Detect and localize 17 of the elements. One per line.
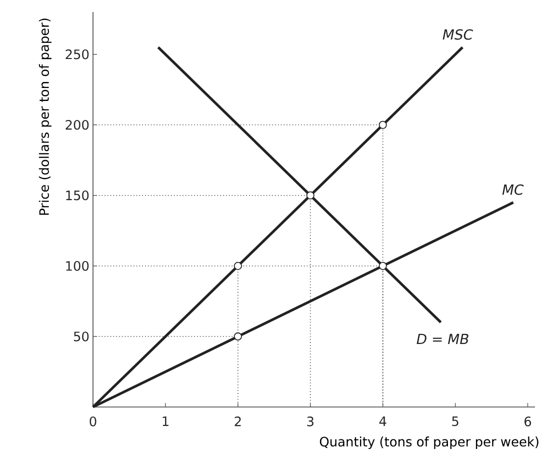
y-tick-label: 50 (74, 332, 89, 342)
x-tick-label: 4 (379, 416, 386, 426)
x-tick-label: 0 (90, 416, 96, 426)
x-tick-label: 2 (234, 416, 241, 426)
x-tick-label: 3 (307, 416, 314, 426)
y-tick-label: 200 (66, 120, 89, 130)
series-label: D = MB (416, 334, 468, 344)
y-tick-label: 250 (66, 49, 89, 60)
y-tick-label: 100 (66, 261, 89, 271)
series-label: MC (502, 184, 524, 195)
x-tick-label: 5 (452, 416, 458, 426)
x-tick-label: 6 (524, 416, 532, 426)
x-axis-title: Quantity (tons of paper per week) (320, 436, 538, 450)
y-tick-label: 150 (66, 190, 89, 200)
x-tick-label: 1 (162, 416, 168, 426)
series-label: MSC (442, 29, 473, 40)
y-axis-title: Price (dollars per ton of paper) (38, 18, 52, 215)
